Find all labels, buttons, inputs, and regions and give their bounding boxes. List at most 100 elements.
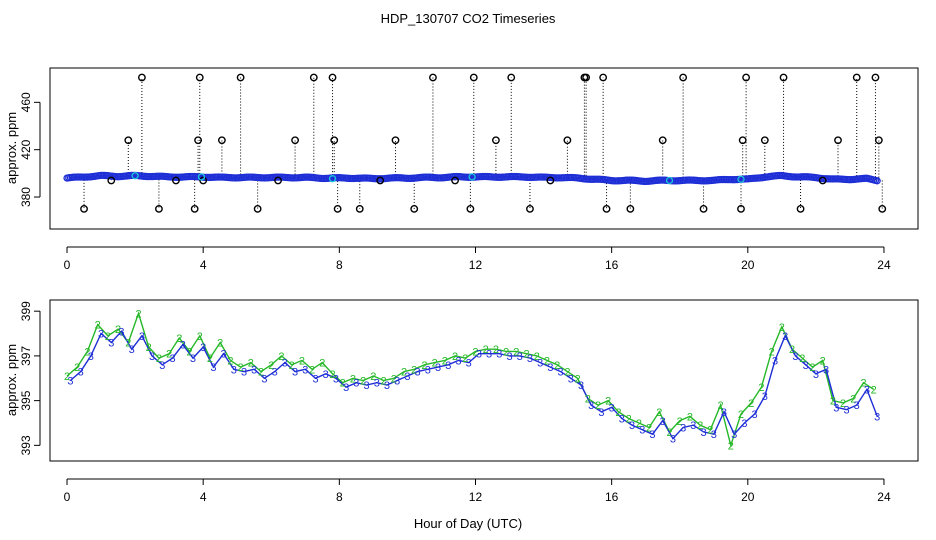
top-cyan-point <box>131 172 139 180</box>
bottom-series-marker-2: 2 <box>146 342 152 354</box>
top-panel-x-tick-label: 16 <box>605 258 619 272</box>
bottom-series-marker-2: 2 <box>626 414 632 426</box>
top-outlier-point <box>742 73 751 82</box>
top-outlier-point <box>217 136 226 145</box>
bottom-series-marker-3: 3 <box>88 351 94 363</box>
bottom-panel-x-tick-label: 0 <box>64 490 71 504</box>
bottom-series-marker-2: 2 <box>227 355 233 367</box>
bottom-series-marker-3: 3 <box>364 380 370 392</box>
top-outlier-point <box>355 204 364 213</box>
top-cyan-point <box>328 175 337 183</box>
bottom-series-marker-2: 2 <box>421 360 427 372</box>
top-outlier-point <box>818 176 827 185</box>
bottom-series-marker-2: 2 <box>523 349 529 361</box>
bottom-series-marker-2: 2 <box>370 371 376 383</box>
bottom-series-marker-3: 3 <box>159 360 165 372</box>
top-outlier-point <box>330 136 339 145</box>
top-outlier-point <box>852 73 861 82</box>
top-outlier-point <box>658 136 667 145</box>
bottom-series-marker-2: 2 <box>860 378 866 390</box>
bottom-series-marker-2: 2 <box>513 346 519 358</box>
top-outlier-point <box>236 73 245 82</box>
bottom-series-marker-2: 2 <box>186 346 192 358</box>
bottom-series-marker-2: 2 <box>74 362 80 374</box>
bottom-series-line-3 <box>69 330 878 440</box>
bottom-series-marker-2: 2 <box>381 376 387 388</box>
bottom-series-marker-2: 2 <box>278 351 284 363</box>
bottom-series-marker-2: 2 <box>544 355 550 367</box>
top-panel-x-tick-label: 0 <box>64 258 71 272</box>
bottom-series-marker-2: 2 <box>248 358 254 370</box>
bottom-series-marker-2: 2 <box>503 346 509 358</box>
top-outlier-point <box>602 204 611 213</box>
bottom-series-marker-2: 2 <box>575 373 581 385</box>
bottom-series-marker-3: 3 <box>292 367 298 379</box>
bottom-series-marker-3: 3 <box>272 367 278 379</box>
bottom-series-marker-3: 3 <box>78 367 84 379</box>
bottom-series-marker-2: 2 <box>758 382 764 394</box>
bottom-panel-x-tick-label: 8 <box>336 490 343 504</box>
top-outlier-point <box>410 204 419 213</box>
bottom-series-marker-3: 3 <box>639 425 645 437</box>
bottom-series-marker-2: 2 <box>319 358 325 370</box>
bottom-series-marker-3: 3 <box>711 429 717 441</box>
bottom-series-marker-2: 2 <box>432 358 438 370</box>
bottom-panel-y-tick-label: 397 <box>19 346 33 366</box>
bottom-series-marker-2: 2 <box>329 369 335 381</box>
top-outlier-point <box>172 176 180 185</box>
bottom-series-marker-3: 3 <box>558 367 564 379</box>
top-panel-x-tick-label: 8 <box>336 258 343 272</box>
top-outlier-point <box>391 136 400 145</box>
top-outlier-point <box>376 176 385 185</box>
bottom-series-marker-3: 3 <box>629 420 635 432</box>
top-panel-baseline-points <box>63 171 881 186</box>
bottom-series-marker-3: 3 <box>843 405 849 417</box>
bottom-panel-y-tick-label: 393 <box>19 435 33 455</box>
bottom-series-marker-2: 2 <box>707 425 713 437</box>
top-panel-x-axis: 0 4 8 12 16 20 24 <box>64 246 891 272</box>
top-outlier-point <box>779 73 788 82</box>
bottom-series-marker-3: 3 <box>261 373 267 385</box>
bottom-series-marker-3: 3 <box>752 409 758 421</box>
bottom-series-marker-3: 3 <box>496 349 502 361</box>
bottom-series-marker-3: 3 <box>782 331 788 343</box>
bottom-series-marker-2: 2 <box>452 351 458 363</box>
bottom-series-marker-3: 3 <box>169 353 175 365</box>
top-panel-x-tick-label: 12 <box>469 258 483 272</box>
top-outlier-point <box>124 136 133 145</box>
bottom-series-marker-3: 3 <box>231 364 237 376</box>
bottom-series-marker-2: 2 <box>728 440 734 452</box>
bottom-panel-lines <box>66 311 878 448</box>
bottom-panel-x-tick-label: 12 <box>469 490 483 504</box>
bottom-series-marker-3: 3 <box>660 416 666 428</box>
bottom-panel-y-tick-label: 399 <box>19 301 33 321</box>
bottom-series-marker-2: 2 <box>105 331 111 343</box>
bottom-series-marker-3: 3 <box>721 407 727 419</box>
bottom-series-marker-3: 3 <box>731 429 737 441</box>
top-panel: 0 4 8 12 16 20 24 380 420 460 approx. ppm <box>4 67 919 272</box>
bottom-series-marker-3: 3 <box>343 382 349 394</box>
bottom-series-marker-2: 2 <box>462 353 468 365</box>
bottom-series-marker-2: 2 <box>799 353 805 365</box>
bottom-series-marker-3: 3 <box>98 329 104 341</box>
top-panel-y-title: approx. ppm <box>4 112 19 184</box>
bottom-series-marker-2: 2 <box>595 400 601 412</box>
bottom-panel-y-axis: 393 395 397 399 <box>19 301 41 455</box>
bottom-series-marker-2: 2 <box>95 320 101 332</box>
bottom-series-marker-2: 2 <box>850 393 856 405</box>
bottom-series-marker-3: 3 <box>67 376 73 388</box>
bottom-series-marker-2: 2 <box>564 367 570 379</box>
top-panel-y-tick-label: 460 <box>19 92 33 112</box>
bottom-series-marker-2: 2 <box>871 384 877 396</box>
bottom-series-marker-2: 2 <box>156 353 162 365</box>
bottom-series-marker-2: 2 <box>309 364 315 376</box>
bottom-series-marker-3: 3 <box>118 326 124 338</box>
top-panel-y-axis: 380 420 460 <box>19 92 41 207</box>
top-outlier-point <box>626 204 635 213</box>
bottom-series-marker-3: 3 <box>792 351 798 363</box>
top-outlier-point <box>451 176 459 185</box>
bottom-series-marker-2: 2 <box>483 344 489 356</box>
bottom-series-marker-2: 2 <box>636 418 642 430</box>
